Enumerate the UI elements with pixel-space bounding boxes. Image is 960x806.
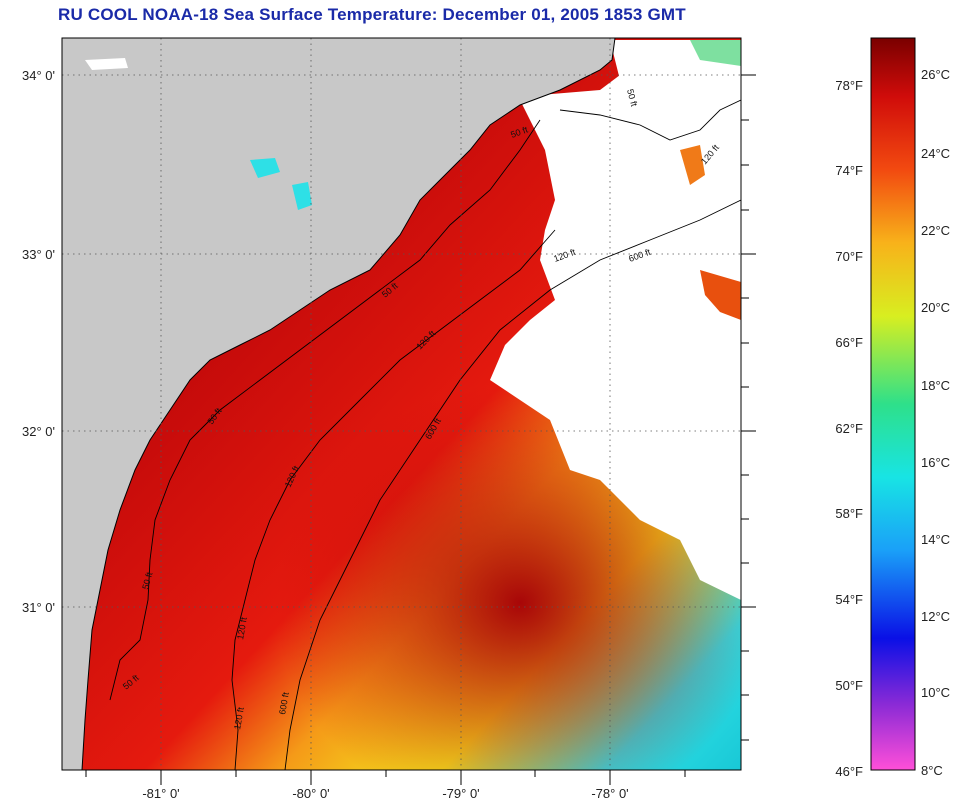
bathymetry-contours	[109, 99, 741, 770]
colorbar-label-c: 26°C	[921, 67, 950, 82]
colorbar-label-f: 54°F	[835, 592, 863, 607]
colorbar-label-f: 62°F	[835, 421, 863, 436]
lat-label: 34° 0'	[22, 68, 55, 83]
colorbar-label-f: 50°F	[835, 678, 863, 693]
graticule	[62, 38, 741, 770]
cool-patch-ne	[690, 40, 741, 66]
warm-patch-2	[700, 270, 741, 320]
page-title: RU COOL NOAA-18 Sea Surface Temperature:…	[58, 5, 686, 24]
cloud-mask	[490, 60, 741, 600]
land-mass	[62, 38, 616, 770]
lon-label: -81° 0'	[142, 786, 179, 801]
colorbar-label-c: 18°C	[921, 378, 950, 393]
colorbar-label-f: 74°F	[835, 163, 863, 178]
contour-label: 120 ft	[232, 706, 246, 730]
colorbar-label-f: 46°F	[835, 764, 863, 779]
contour-label: 600 ft	[277, 691, 291, 715]
lon-label: -79° 0'	[442, 786, 479, 801]
colorbar-label-c: 8°C	[921, 763, 943, 778]
colorbar-label-f: 58°F	[835, 506, 863, 521]
colorbar-fahrenheit-labels: 78°F 74°F 70°F 66°F 62°F 58°F 54°F 50°F …	[835, 78, 863, 779]
lat-label: 32° 0'	[22, 424, 55, 439]
colorbar-label-c: 16°C	[921, 455, 950, 470]
lat-labels: 34° 0' 33° 0' 32° 0' 31° 0'	[22, 68, 55, 615]
lon-label: -80° 0'	[292, 786, 329, 801]
warm-patch	[680, 145, 705, 185]
lake-patch-2	[292, 182, 312, 210]
colorbar-label-c: 14°C	[921, 532, 950, 547]
colorbar	[870, 37, 916, 771]
lon-label: -78° 0'	[591, 786, 628, 801]
lake-patch-3	[85, 58, 128, 70]
colorbar-label-f: 66°F	[835, 335, 863, 350]
map-frame	[61, 37, 742, 771]
contour-label: 50 ft	[625, 88, 639, 108]
colorbar-label-c: 24°C	[921, 146, 950, 161]
lat-label: 31° 0'	[22, 600, 55, 615]
colorbar-label-f: 78°F	[835, 78, 863, 93]
map-plot-area: 50 ft 50 ft 50 ft 50 ft 50 ft 120 ft 120…	[62, 38, 741, 770]
colorbar-label-c: 12°C	[921, 609, 950, 624]
lat-label: 33° 0'	[22, 247, 55, 262]
colorbar-label-c: 20°C	[921, 300, 950, 315]
colorbar-label-f: 70°F	[835, 249, 863, 264]
contour-label: 120 ft	[235, 616, 249, 640]
contour-label: 50 ft	[140, 571, 154, 591]
colorbar-celsius-labels: 26°C 24°C 22°C 20°C 18°C 16°C 14°C 12°C …	[921, 67, 950, 778]
lon-labels: -81° 0' -80° 0' -79° 0' -78° 0'	[142, 786, 628, 801]
colorbar-label-c: 22°C	[921, 223, 950, 238]
axis-ticks	[85, 74, 756, 785]
colorbar-label-c: 10°C	[921, 685, 950, 700]
lake-patch	[250, 158, 280, 178]
